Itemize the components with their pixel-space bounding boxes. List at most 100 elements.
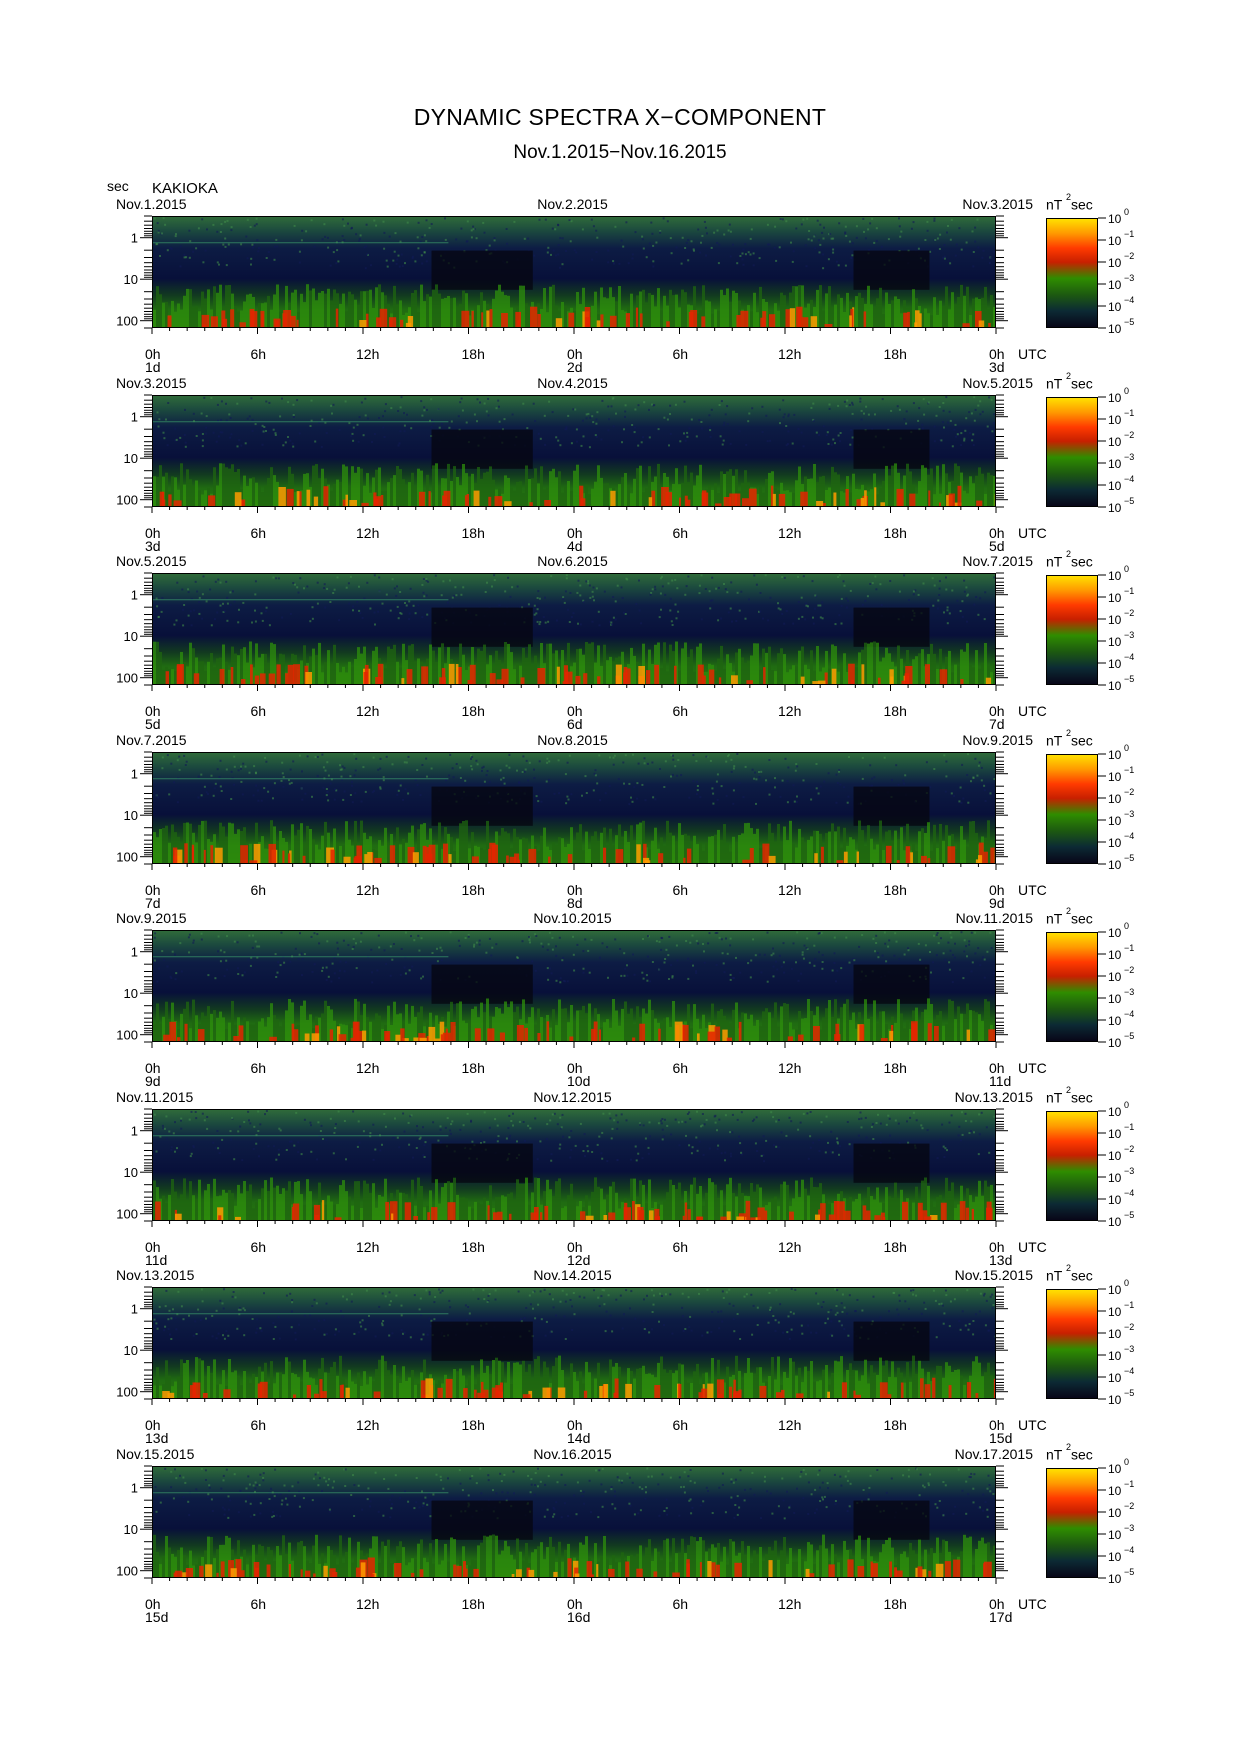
colorbar-tick-exponent: −5 bbox=[1124, 1210, 1134, 1220]
y-tick-label: 100 bbox=[116, 492, 138, 507]
colorbar-tick-label: 10 bbox=[1108, 1393, 1122, 1407]
x-tick-label: 6h bbox=[250, 1238, 267, 1255]
colorbar-tick-exponent: −2 bbox=[1124, 1501, 1134, 1511]
spectrogram-plot bbox=[152, 930, 996, 1042]
colorbar-tick-exponent: −4 bbox=[1124, 652, 1134, 662]
colorbar-unit: nT 2sec bbox=[1046, 370, 1093, 392]
colorbar-tick-label: 10 bbox=[1108, 1327, 1122, 1341]
colorbar-tick-exponent: −2 bbox=[1124, 1322, 1134, 1332]
colorbar-tick-label: 10 bbox=[1108, 1550, 1122, 1564]
spectrum-panel: Nov.9.2015 Nov.10.2015 Nov.11.2015 nT 2sec 1… bbox=[0, 906, 1240, 1089]
colorbar-tick-label: 10 bbox=[1108, 1215, 1122, 1229]
day-label: 10d bbox=[567, 1073, 591, 1089]
x-tick-label: 12h bbox=[778, 881, 802, 898]
x-tick-label: 12h bbox=[778, 1417, 802, 1433]
colorbar-tick-label: 10 bbox=[1108, 657, 1122, 671]
panel-date-right: Nov.5.2015 bbox=[962, 374, 1033, 391]
colorbar-tick-exponent: −1 bbox=[1124, 943, 1134, 953]
colorbar-tick-exponent: −1 bbox=[1124, 1300, 1134, 1310]
spectrum-panel: Nov.7.2015 Nov.8.2015 Nov.9.2015 nT 2sec 1 10… bbox=[0, 728, 1240, 911]
chart-title: DYNAMIC SPECTRA X−COMPONENT bbox=[413, 104, 827, 130]
spectrogram-image bbox=[153, 931, 995, 1041]
colorbar-tick-exponent: −3 bbox=[1124, 630, 1134, 640]
panel-date-right: Nov.15.2015 bbox=[954, 1267, 1033, 1283]
y-tick-label: 10 bbox=[124, 1343, 138, 1358]
colorbar-tick-label: 10 bbox=[1108, 569, 1122, 583]
x-tick-label: 0h bbox=[145, 1417, 161, 1433]
day-label: 16d bbox=[567, 1608, 591, 1625]
x-tick-label: 12h bbox=[356, 1595, 380, 1612]
x-tick-label: 12h bbox=[356, 524, 380, 541]
y-tick-label: 1 bbox=[131, 1480, 138, 1495]
colorbar-tick-label: 10 bbox=[1108, 1462, 1122, 1476]
panel-date-left: Nov.7.2015 bbox=[116, 731, 187, 748]
x-tick-label: 6h bbox=[250, 703, 267, 719]
colorbar-tick-exponent: 0 bbox=[1124, 386, 1129, 396]
spectrum-panel: Nov.5.2015 Nov.6.2015 Nov.7.2015 nT 2sec 1 10… bbox=[0, 549, 1240, 732]
day-label: 8d bbox=[567, 894, 583, 911]
colorbar-tick-label: 10 bbox=[1108, 1171, 1122, 1185]
colorbar-tick-exponent: −4 bbox=[1124, 1009, 1134, 1019]
x-tick-label: 0h bbox=[567, 346, 583, 362]
day-label: 9d bbox=[145, 1073, 161, 1089]
colorbar-tick-exponent: 0 bbox=[1124, 564, 1129, 574]
colorbar bbox=[1046, 1289, 1098, 1399]
x-unit-label: UTC bbox=[1018, 346, 1047, 362]
y-tick-label: 1 bbox=[131, 588, 138, 603]
colorbar-tick-label: 10 bbox=[1108, 435, 1122, 449]
colorbar bbox=[1046, 932, 1098, 1042]
y-tick-label: 1 bbox=[131, 766, 138, 781]
colorbar-tick-exponent: −2 bbox=[1124, 787, 1134, 797]
x-tick-label: 0h bbox=[145, 1595, 161, 1612]
spectrogram-plot bbox=[152, 573, 996, 685]
panel-date-left: Nov.1.2015 bbox=[116, 196, 187, 212]
colorbar-tick-exponent: −3 bbox=[1124, 452, 1134, 462]
day-label: 11d bbox=[989, 1073, 1012, 1089]
day-label: 5d bbox=[989, 537, 1005, 554]
panel-date-mid: Nov.10.2015 bbox=[533, 910, 612, 926]
colorbar-tick-exponent: −1 bbox=[1124, 765, 1134, 775]
colorbar-tick-exponent: −4 bbox=[1124, 295, 1134, 305]
colorbar-tick-exponent: −3 bbox=[1124, 809, 1134, 819]
y-tick-label: 1 bbox=[131, 1123, 138, 1138]
colorbar-tick-exponent: −1 bbox=[1124, 586, 1134, 596]
x-tick-label: 12h bbox=[778, 1238, 802, 1255]
day-label: 15d bbox=[989, 1430, 1013, 1446]
y-tick-label: 1 bbox=[131, 945, 138, 960]
spectrum-panel: Nov.13.2015 Nov.14.2015 Nov.15.2015 nT 2sec… bbox=[0, 1263, 1240, 1446]
colorbar-tick-label: 10 bbox=[1108, 278, 1122, 292]
x-tick-label: 12h bbox=[356, 1417, 380, 1433]
colorbar-tick-label: 10 bbox=[1108, 1105, 1122, 1119]
spectrum-panel: Nov.3.2015 Nov.4.2015 Nov.5.2015 nT 2sec 1 10… bbox=[0, 370, 1240, 554]
colorbar-tick-label: 10 bbox=[1108, 300, 1122, 314]
colorbar-tick-exponent: −2 bbox=[1124, 1144, 1134, 1154]
panel-date-right: Nov.17.2015 bbox=[954, 1445, 1033, 1462]
x-tick-label: 12h bbox=[778, 1595, 802, 1612]
panel-date-mid: Nov.2.2015 bbox=[537, 196, 608, 212]
y-tick-label: 1 bbox=[131, 231, 138, 246]
spectrogram-image bbox=[153, 574, 995, 684]
colorbar-tick-label: 10 bbox=[1108, 1193, 1122, 1207]
x-tick-label: 12h bbox=[778, 1060, 802, 1076]
y-tick-label: 10 bbox=[124, 986, 138, 1001]
colorbar-tick-exponent: −1 bbox=[1124, 1479, 1134, 1489]
x-tick-label: 6h bbox=[250, 881, 267, 898]
x-tick-label: 18h bbox=[883, 524, 907, 541]
colorbar-tick-label: 10 bbox=[1108, 613, 1122, 627]
colorbar-tick-exponent: −5 bbox=[1124, 674, 1134, 684]
panel-date-right: Nov.9.2015 bbox=[962, 731, 1033, 748]
colorbar-tick-label: 10 bbox=[1108, 1036, 1122, 1050]
day-label: 7d bbox=[145, 894, 161, 911]
x-tick-label: 6h bbox=[250, 524, 267, 541]
y-tick-label: 100 bbox=[116, 1563, 138, 1578]
spectrogram-image bbox=[153, 395, 995, 506]
x-tick-label: 0h bbox=[567, 1417, 583, 1433]
colorbar-tick-label: 10 bbox=[1108, 591, 1122, 605]
y-tick-label: 100 bbox=[116, 1206, 138, 1221]
colorbar-tick-exponent: 0 bbox=[1124, 207, 1129, 217]
panel-date-right: Nov.11.2015 bbox=[955, 910, 1033, 926]
